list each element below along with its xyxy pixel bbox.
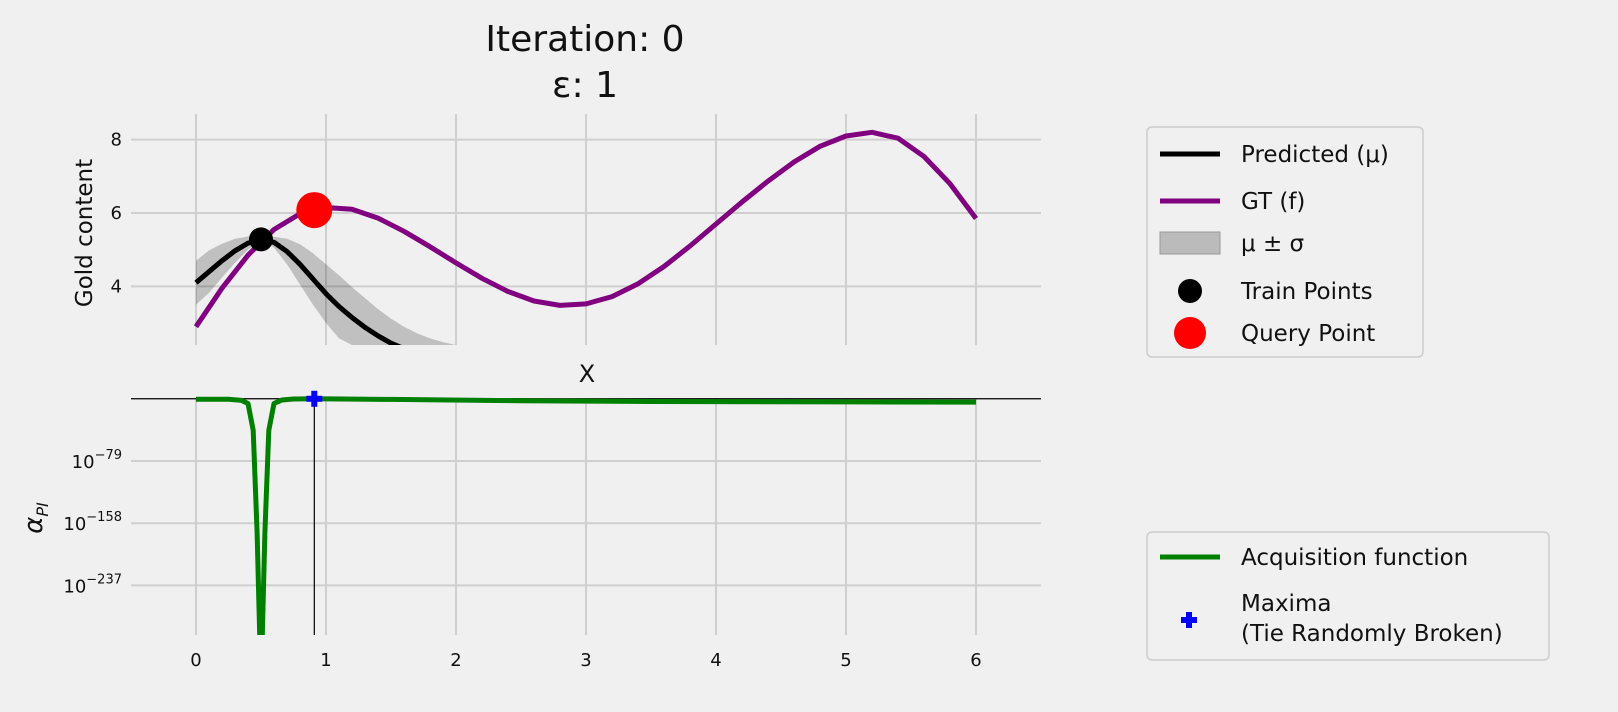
bottom-xticks: 0 1 2 3 4 5 6 xyxy=(190,650,981,671)
bottom-lines-layer xyxy=(131,390,1041,635)
bottom-ytick-exponent-2: −237 xyxy=(86,572,122,587)
legend-maxima-swatch-v xyxy=(1186,612,1192,628)
legend-query-swatch xyxy=(1174,317,1206,349)
top-ytick-label-0: 4 xyxy=(111,276,122,297)
chart-title-line2: ε: 1 xyxy=(552,65,618,106)
bottom-legend-box xyxy=(1146,531,1550,661)
top-ytick-label-1: 6 xyxy=(111,203,122,224)
bottom-xtick-label-0: 0 xyxy=(190,650,201,671)
bottom-ytick-exponent-0: −79 xyxy=(95,448,122,463)
bottom-ytick-label-1: 10−158 xyxy=(63,510,122,535)
bottom-ytick-base-1: 10 xyxy=(63,514,86,535)
bottom-xtick-label-3: 3 xyxy=(580,650,591,671)
legend-predicted-label: Predicted (μ) xyxy=(1241,142,1389,168)
bottom-xtick-label-2: 2 xyxy=(450,650,461,671)
bottom-y-axis-label-sub: PI xyxy=(33,502,52,517)
query-point-marker xyxy=(296,192,333,229)
top-legend-box xyxy=(1146,126,1424,358)
bottom-ytick-base-0: 10 xyxy=(72,452,95,473)
bottom-xtick-label-4: 4 xyxy=(710,650,721,671)
predicted-mean-line xyxy=(194,236,402,345)
legend-maxima-label-line2: (Tie Randomly Broken) xyxy=(1241,621,1503,647)
legend-query-label: Query Point xyxy=(1241,321,1375,347)
bottom-xtick-label-1: 1 xyxy=(320,650,331,671)
legend-maxima-label-line1: Maxima xyxy=(1241,591,1331,617)
maxima-marker-v xyxy=(311,390,318,407)
legend-maxima-swatch xyxy=(1181,612,1197,628)
bottom-xtick-label-5: 5 xyxy=(840,650,851,671)
chart-title-line1: Iteration: 0 xyxy=(485,19,684,60)
legend-acquisition-label: Acquisition function xyxy=(1241,545,1468,571)
top-y-axis-label: Gold content xyxy=(72,159,98,307)
bottom-y-axis-label-main: α xyxy=(19,517,49,534)
top-yticks: 4 6 8 xyxy=(111,130,122,298)
top-legend: Predicted (μ) GT (f) μ ± σ Train Points … xyxy=(1146,126,1424,358)
bottom-ytick-label-2: 10−237 xyxy=(63,572,122,597)
bottom-ytick-exponent-1: −158 xyxy=(86,510,122,525)
top-points-layer xyxy=(249,192,333,252)
top-grid xyxy=(131,114,1041,345)
top-ytick-label-2: 8 xyxy=(111,130,122,151)
bottom-xtick-label-6: 6 xyxy=(970,650,981,671)
legend-train-label: Train Points xyxy=(1240,279,1373,305)
top-x-axis-label: X xyxy=(579,360,595,388)
bottom-ytick-label-0: 10−79 xyxy=(72,448,122,473)
bottom-y-axis-label: αPI xyxy=(19,502,52,534)
bottom-ytick-base-2: 10 xyxy=(63,576,86,597)
train-point-marker xyxy=(249,227,273,252)
legend-train-swatch xyxy=(1178,279,1202,303)
bottom-legend: Acquisition function Maxima (Tie Randoml… xyxy=(1146,531,1550,661)
legend-band-swatch xyxy=(1159,231,1221,255)
legend-band-label: μ ± σ xyxy=(1241,231,1304,257)
acquisition-function-line xyxy=(195,396,977,635)
bottom-grid xyxy=(131,398,1041,635)
legend-gt-label: GT (f) xyxy=(1241,189,1305,215)
